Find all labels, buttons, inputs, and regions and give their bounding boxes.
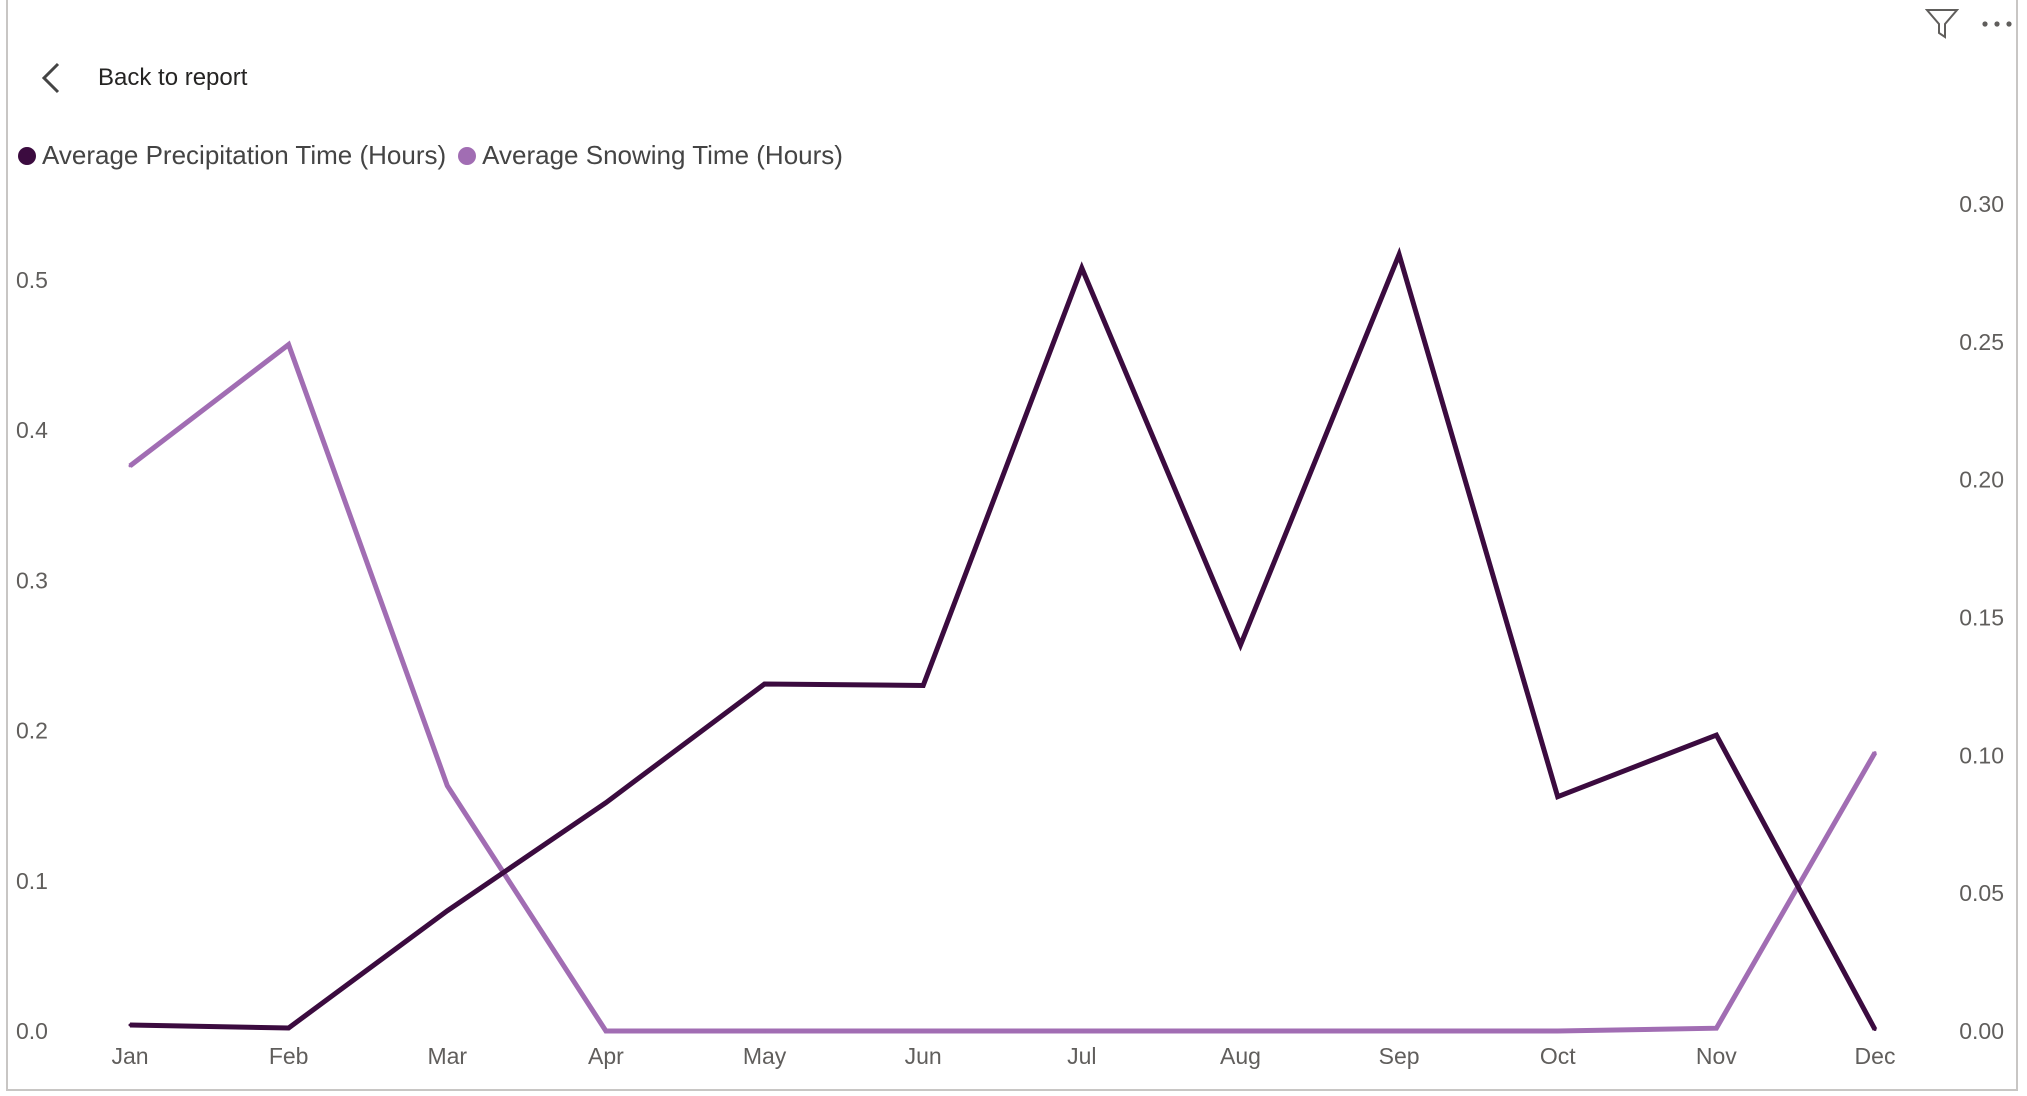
- x-tick-label: Jul: [1067, 1043, 1096, 1069]
- data-point-precipitation[interactable]: [1397, 252, 1401, 256]
- y-right-tick-label: 0.30: [1959, 191, 2004, 217]
- data-point-snowing[interactable]: [1873, 751, 1877, 755]
- data-point-precipitation[interactable]: [1873, 1027, 1877, 1031]
- y-axis-right: 0.00 0.05 0.10 0.15 0.20 0.25 0.30: [1959, 191, 2004, 1044]
- series-lines: [128, 246, 1878, 1034]
- data-point-snowing[interactable]: [763, 1029, 767, 1033]
- data-point-precipitation[interactable]: [921, 684, 925, 688]
- y-left-tick-label: 0.2: [16, 718, 48, 744]
- data-point-snowing[interactable]: [604, 1029, 608, 1033]
- data-point-precipitation[interactable]: [604, 801, 608, 805]
- visual-header-icons: [1924, 6, 2013, 45]
- data-point-snowing[interactable]: [1397, 1029, 1401, 1033]
- y-right-tick-label: 0.00: [1959, 1018, 2004, 1044]
- data-point-precipitation[interactable]: [1714, 733, 1718, 737]
- legend-item-precipitation[interactable]: Average Precipitation Time (Hours): [18, 140, 446, 171]
- y-left-tick-label: 0.5: [16, 267, 48, 293]
- visual-container: [6, 0, 2018, 1091]
- data-point-precipitation[interactable]: [128, 1023, 132, 1027]
- series-line-snowing[interactable]: [128, 340, 1878, 1034]
- data-point-snowing[interactable]: [128, 464, 132, 468]
- x-tick-label: Oct: [1540, 1043, 1576, 1069]
- y-right-tick-label: 0.15: [1959, 605, 2004, 631]
- chevron-left-icon: [41, 62, 60, 94]
- data-point-snowing[interactable]: [1238, 1029, 1242, 1033]
- data-point-snowing[interactable]: [287, 343, 291, 347]
- y-left-tick-label: 0.4: [16, 417, 48, 443]
- x-tick-label: Aug: [1220, 1043, 1261, 1069]
- back-to-report-button[interactable]: Back to report: [38, 58, 247, 98]
- x-tick-label: Sep: [1379, 1043, 1420, 1069]
- data-point-snowing[interactable]: [921, 1029, 925, 1033]
- series-line-precipitation[interactable]: [129, 246, 1878, 1031]
- data-point-snowing[interactable]: [1556, 1029, 1560, 1033]
- data-point-snowing[interactable]: [445, 784, 449, 788]
- x-axis: Jan Feb Mar Apr May Jun Jul Aug Sep Oct Nov Dec: [111, 1043, 1895, 1069]
- x-tick-label: Apr: [588, 1043, 624, 1069]
- chart-legend: Average Precipitation Time (Hours) Avera…: [18, 140, 855, 171]
- data-point-precipitation[interactable]: [1080, 266, 1084, 270]
- y-left-tick-label: 0.1: [16, 868, 48, 894]
- back-to-report-label: Back to report: [98, 64, 248, 91]
- y-right-tick-label: 0.25: [1959, 329, 2004, 355]
- x-tick-label: Mar: [427, 1043, 467, 1069]
- y-right-tick-label: 0.10: [1959, 742, 2004, 768]
- x-tick-label: Feb: [269, 1043, 309, 1069]
- x-tick-label: Jun: [905, 1043, 942, 1069]
- legend-marker-precipitation: [18, 146, 36, 165]
- x-tick-label: Nov: [1696, 1043, 1737, 1069]
- x-tick-label: May: [743, 1043, 787, 1069]
- data-point-precipitation[interactable]: [287, 1026, 291, 1030]
- data-point-precipitation[interactable]: [1238, 643, 1242, 647]
- data-point-precipitation[interactable]: [763, 682, 767, 686]
- y-left-tick-label: 0.0: [16, 1018, 48, 1044]
- x-tick-label: Jan: [111, 1043, 148, 1069]
- legend-item-snowing[interactable]: Average Snowing Time (Hours): [458, 140, 843, 171]
- legend-label-precipitation: Average Precipitation Time (Hours): [42, 140, 447, 170]
- data-point-snowing[interactable]: [1080, 1029, 1084, 1033]
- data-point-precipitation[interactable]: [445, 909, 449, 913]
- legend-marker-snowing: [458, 146, 477, 165]
- more-options-icon[interactable]: [1981, 17, 2013, 35]
- y-right-tick-label: 0.05: [1959, 880, 2004, 906]
- y-left-tick-label: 0.3: [16, 567, 48, 593]
- y-axis-left: 0.0 0.1 0.2 0.3 0.4 0.5: [16, 267, 48, 1044]
- x-tick-label: Dec: [1855, 1043, 1896, 1069]
- data-point-snowing[interactable]: [1714, 1026, 1718, 1030]
- legend-label-snowing: Average Snowing Time (Hours): [482, 140, 843, 170]
- filter-icon[interactable]: [1924, 6, 1960, 45]
- y-right-tick-label: 0.20: [1959, 467, 2004, 493]
- data-point-precipitation[interactable]: [1556, 795, 1560, 799]
